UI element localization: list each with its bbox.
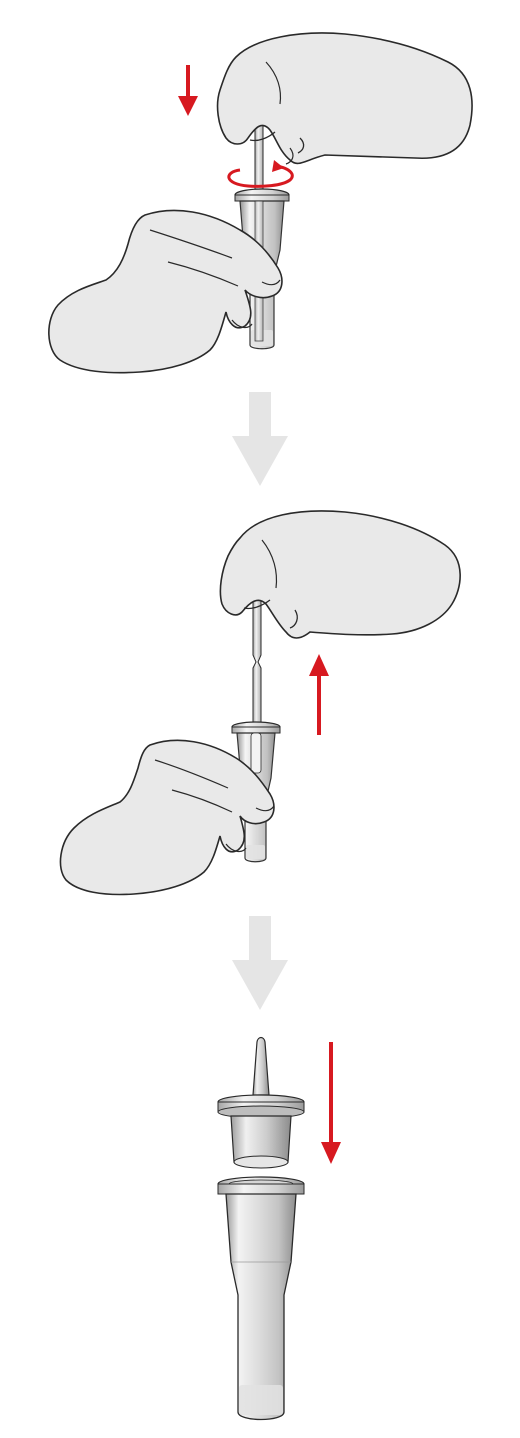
glove-hand-icon <box>216 32 473 165</box>
down-arrow-icon <box>321 1042 341 1164</box>
step-arrow-icon <box>232 916 288 1010</box>
up-arrow-icon <box>309 654 329 735</box>
dropper-cap-icon <box>217 1036 305 1169</box>
extraction-tube-icon <box>217 1176 305 1421</box>
step-arrow-icon <box>232 392 288 486</box>
step-1-group <box>48 32 473 374</box>
down-arrow-icon <box>178 65 198 116</box>
step-2-group <box>59 510 461 896</box>
rotate-arrow-icon <box>227 160 294 188</box>
glove-hand-icon <box>48 209 283 374</box>
glove-hand-icon <box>59 739 275 896</box>
step-3-group <box>217 1036 341 1421</box>
glove-hand-icon <box>219 510 461 639</box>
